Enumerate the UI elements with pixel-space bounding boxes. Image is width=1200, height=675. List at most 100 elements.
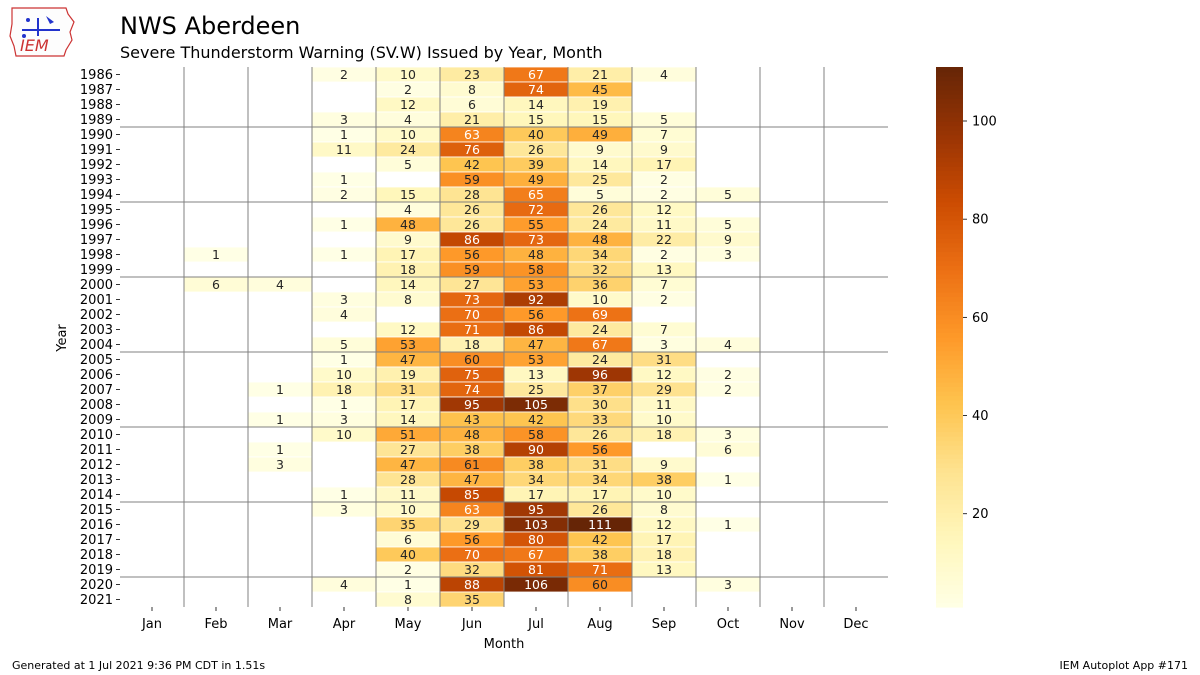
x-tick-label: Aug	[587, 617, 612, 632]
cell-value-label: 2	[340, 67, 348, 82]
y-tick-label: 2017	[80, 533, 113, 548]
colorbar-tick-label: 80	[972, 213, 989, 228]
cell-value-label: 43	[464, 412, 480, 427]
cell-value-label: 14	[528, 97, 544, 112]
cell-value-label: 9	[660, 142, 668, 157]
cell-value-label: 96	[592, 367, 608, 382]
cell-value-label: 1	[212, 247, 220, 262]
cell-value-label: 5	[404, 157, 412, 172]
cell-value-label: 71	[464, 322, 480, 337]
y-tick-label: 1996	[80, 218, 113, 233]
cell-value-label: 2	[724, 382, 732, 397]
y-tick-label: 2000	[80, 278, 113, 293]
y-tick-label: 1989	[80, 113, 113, 128]
cell-value-label: 10	[656, 412, 672, 427]
cell-value-label: 95	[464, 397, 480, 412]
cell-value-label: 2	[404, 562, 412, 577]
cell-value-label: 63	[464, 127, 480, 142]
cell-value-label: 73	[464, 292, 480, 307]
cell-value-label: 18	[336, 382, 352, 397]
y-tick-label: 2014	[80, 488, 113, 503]
cell-value-label: 13	[656, 262, 672, 277]
cell-value-label: 3	[340, 502, 348, 517]
cell-value-label: 5	[724, 217, 732, 232]
cell-value-label: 3	[340, 412, 348, 427]
cell-value-label: 1	[276, 382, 284, 397]
y-tick-label: 2019	[80, 563, 113, 578]
cell-value-label: 19	[592, 97, 608, 112]
cell-value-label: 70	[464, 547, 480, 562]
cell-value-label: 56	[464, 247, 480, 262]
cell-value-label: 42	[464, 157, 480, 172]
cell-value-label: 31	[592, 457, 608, 472]
cell-value-label: 5	[340, 337, 348, 352]
cell-value-label: 63	[464, 502, 480, 517]
cell-value-label: 40	[400, 547, 416, 562]
cell-value-label: 8	[468, 82, 476, 97]
cell-value-label: 18	[464, 337, 480, 352]
cell-value-label: 17	[656, 532, 672, 547]
y-tick-label: 2018	[80, 548, 113, 563]
cell-value-label: 88	[464, 577, 480, 592]
cell-value-label: 12	[400, 97, 416, 112]
cell-value-label: 2	[340, 187, 348, 202]
cell-value-label: 5	[596, 187, 604, 202]
cell-value-label: 86	[528, 322, 544, 337]
x-tick-label: Dec	[843, 617, 868, 632]
cell-value-label: 3	[724, 427, 732, 442]
cell-value-label: 9	[660, 457, 668, 472]
cell-value-label: 21	[592, 67, 608, 82]
cell-value-label: 18	[656, 547, 672, 562]
y-tick-label: 2010	[80, 428, 113, 443]
y-tick-label: 2009	[80, 413, 113, 428]
y-tick-label: 2005	[80, 353, 113, 368]
y-tick-label: 2011	[80, 443, 113, 458]
y-tick-label: 2004	[80, 338, 113, 353]
cell-value-label: 67	[528, 67, 544, 82]
cell-value-label: 1	[340, 127, 348, 142]
cell-value-label: 3	[276, 457, 284, 472]
cell-value-label: 36	[592, 277, 608, 292]
x-tick-label: Feb	[204, 617, 227, 632]
y-tick-label: 1999	[80, 263, 113, 278]
cell-value-label: 53	[528, 277, 544, 292]
cell-value-label: 1	[340, 172, 348, 187]
cell-value-label: 60	[464, 352, 480, 367]
cell-value-label: 18	[400, 262, 416, 277]
cell-value-label: 39	[528, 157, 544, 172]
x-tick-label: Oct	[717, 617, 739, 632]
cell-value-label: 92	[528, 292, 544, 307]
cell-value-label: 38	[528, 457, 544, 472]
cell-value-label: 4	[660, 67, 668, 82]
cell-value-label: 10	[656, 487, 672, 502]
cell-value-label: 47	[464, 472, 480, 487]
cell-value-label: 12	[656, 202, 672, 217]
x-tick-label: Apr	[333, 617, 356, 632]
cell-value-label: 58	[528, 262, 544, 277]
cell-value-label: 6	[404, 532, 412, 547]
cell-value-label: 17	[528, 487, 544, 502]
y-tick-label: 2008	[80, 398, 113, 413]
cell-value-label: 2	[724, 367, 732, 382]
y-tick-label: 2001	[80, 293, 113, 308]
cell-value-label: 32	[464, 562, 480, 577]
footer-app: IEM Autoplot App #171	[1059, 659, 1189, 672]
y-tick-label: 1991	[80, 143, 113, 158]
cell-value-label: 1	[276, 412, 284, 427]
cell-value-label: 10	[336, 427, 352, 442]
cell-value-label: 6	[468, 97, 476, 112]
y-tick-label: 2012	[80, 458, 113, 473]
cell-value-label: 26	[464, 202, 480, 217]
cell-value-label: 55	[528, 217, 544, 232]
cell-value-label: 42	[528, 412, 544, 427]
cell-value-label: 13	[528, 367, 544, 382]
cell-value-label: 80	[528, 532, 544, 547]
iem-logo: IEM	[8, 6, 78, 62]
cell-value-label: 3	[660, 337, 668, 352]
cell-value-label: 22	[656, 232, 672, 247]
cell-value-label: 25	[528, 382, 544, 397]
cell-value-label: 7	[660, 127, 668, 142]
cell-value-label: 45	[592, 82, 608, 97]
cell-value-label: 11	[400, 487, 416, 502]
cell-value-label: 23	[464, 67, 480, 82]
